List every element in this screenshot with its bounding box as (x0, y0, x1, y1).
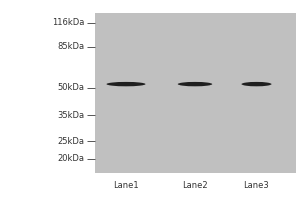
Text: 85kDa: 85kDa (58, 42, 85, 51)
Text: 20kDa: 20kDa (58, 154, 85, 163)
Text: 35kDa: 35kDa (58, 111, 85, 120)
Text: Lane1: Lane1 (113, 181, 139, 190)
Text: 50kDa: 50kDa (58, 83, 85, 92)
Ellipse shape (178, 82, 212, 86)
Ellipse shape (242, 82, 272, 86)
Ellipse shape (106, 82, 146, 86)
Text: 116kDa: 116kDa (52, 18, 85, 27)
Text: Lane2: Lane2 (182, 181, 208, 190)
Bar (94, 13, 296, 173)
Text: 25kDa: 25kDa (58, 137, 85, 146)
Text: Lane3: Lane3 (244, 181, 269, 190)
